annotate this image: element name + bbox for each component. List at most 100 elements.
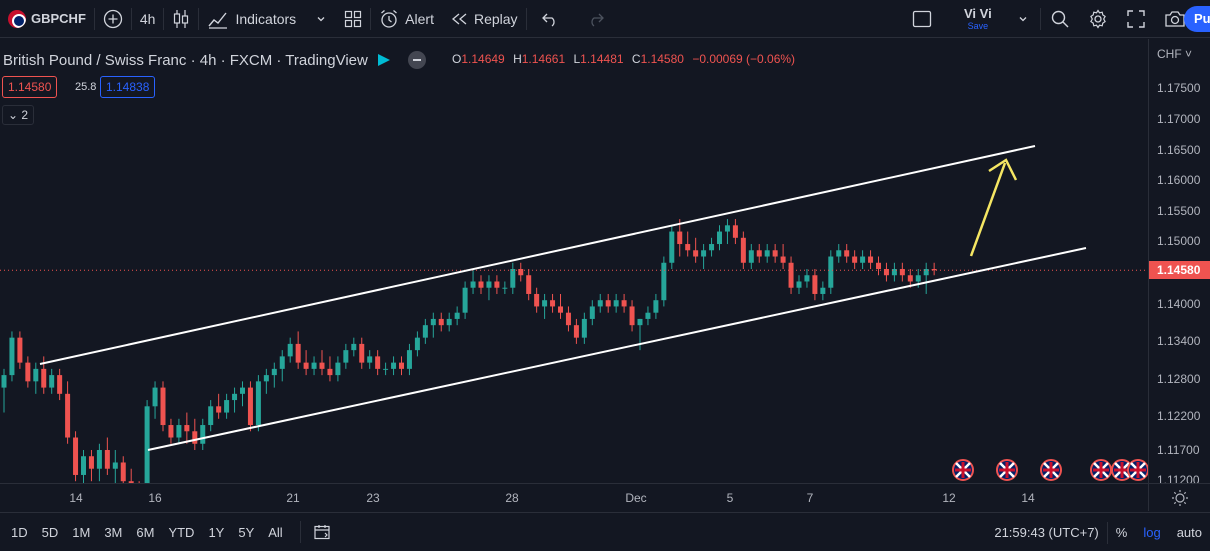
candle [216,406,222,413]
candle [772,250,778,257]
currency-label: CHF [1157,47,1182,61]
currency-selector[interactable]: CHF ˅ [1157,47,1193,61]
chevron-down-icon [1019,17,1027,22]
replay-label: Replay [473,10,518,27]
collapse-indicators-button[interactable]: ⌄ 2 [2,105,35,125]
channel-upper-line [39,145,1036,365]
candle [502,287,508,289]
range-button-1m[interactable]: 1M [72,524,91,540]
layout-name-label: Vi Vi [964,6,992,21]
interval-button[interactable]: 4h [139,10,156,27]
candle [573,325,579,338]
range-button-5y[interactable]: 5Y [238,524,255,540]
range-button-5d[interactable]: 5D [41,524,59,540]
indicators-label: Indicators [235,10,297,27]
indicators-button[interactable]: Indicators [199,0,336,38]
price-tick: 1.15500 [1157,204,1201,218]
candle [73,437,79,475]
square-icon [912,10,932,28]
candle [462,287,468,313]
candle [446,318,452,326]
toolbar-right: Vi Vi Save [900,0,1195,38]
gear-icon [1089,9,1106,29]
price-axis[interactable]: CHF ˅ 1.17500 1.17000 1.16500 1.16000 1.1550… [1148,39,1210,487]
candle [343,350,349,363]
indicators-icon [208,12,228,29]
high-value: 1.14661 [521,52,566,66]
candle [25,362,31,382]
time-axis[interactable]: 14 16 21 23 28 Dec 5 7 12 14 [0,483,1148,511]
event-markers [952,459,1148,481]
candle [724,225,730,232]
range-button-ytd[interactable]: YTD [168,524,195,540]
candle [558,306,563,313]
bottom-toolbar: 1D 5D 1M 3M 6M YTD 1Y 5Y All 21:59:43 (UTC+7) % … [0,512,1210,551]
candle [494,281,500,288]
range-button-1d[interactable]: 1D [11,524,28,540]
symbol-search[interactable]: GBPCHF [0,0,94,38]
settings-button[interactable] [1079,0,1117,38]
buy-button[interactable]: 1.14838 [100,76,156,98]
alert-button[interactable]: Alert [371,0,442,38]
projection-arrow-head [988,158,1018,181]
chart-pane[interactable]: British Pound / Swiss Franc · 4h · FXCM … [0,39,1148,483]
search-button[interactable] [1041,0,1079,38]
candle [597,300,603,307]
candle [836,250,842,257]
compare-button[interactable] [95,0,131,38]
collapsed-count: 2 [21,108,29,122]
templates-button[interactable] [336,0,370,38]
axis-settings-button[interactable] [1148,483,1210,511]
candle [518,269,524,276]
fullscreen-button[interactable] [1117,0,1155,38]
candle [804,275,810,282]
sell-button[interactable]: 1.14580 [2,76,58,98]
candle [629,306,635,326]
candle [550,300,556,307]
price-tick: 1.11700 [1157,443,1200,457]
candle [367,356,373,363]
flag-icon[interactable] [377,54,390,66]
chevron-down-icon [317,16,325,21]
candle [359,343,365,363]
uk-event-icon [1090,459,1112,481]
candle [526,275,532,294]
undo-button[interactable] [527,0,573,38]
price-tick: 1.16500 [1157,143,1201,157]
toolbar-divider [1106,521,1108,544]
last-price-label: 1.14580 [1149,261,1210,280]
range-button-1y[interactable]: 1Y [208,524,225,540]
auto-toggle[interactable]: auto [1176,525,1202,540]
log-toggle[interactable]: log [1143,525,1161,540]
range-button-all[interactable]: All [268,524,283,540]
candle [160,387,166,426]
projection-arrow-line [969,162,1007,257]
redo-button[interactable] [573,0,619,38]
hide-icon[interactable] [407,51,426,69]
candle [748,250,754,263]
snapshot-button[interactable] [1155,0,1195,38]
candle [756,250,762,257]
range-button-3m[interactable]: 3M [104,524,123,540]
uk-event-icon [1127,459,1148,481]
range-button-6m[interactable]: 6M [136,524,155,540]
price-chart[interactable] [0,39,1148,483]
low-value: 1.14481 [580,52,624,66]
layout-name-button[interactable]: Vi Vi Save [944,0,1040,38]
clock[interactable]: 21:59:43 (UTC+7) [994,525,1099,540]
replay-button[interactable]: Replay [442,0,526,38]
fullscreen-layout-button[interactable] [900,0,944,38]
percent-toggle[interactable]: % [1115,525,1128,540]
date-range-button[interactable] [301,513,343,551]
candle [112,462,118,469]
candle [717,231,722,245]
chart-legend-title[interactable]: British Pound / Swiss Franc · 4h · FXCM … [3,51,426,69]
candle [335,362,341,376]
uk-event-icon [1040,459,1062,481]
candle [891,269,897,276]
chart-type-button[interactable] [164,0,198,38]
publish-button[interactable]: Pu [1184,6,1210,32]
candle [860,256,866,263]
candle [637,318,643,326]
candle [240,387,245,394]
